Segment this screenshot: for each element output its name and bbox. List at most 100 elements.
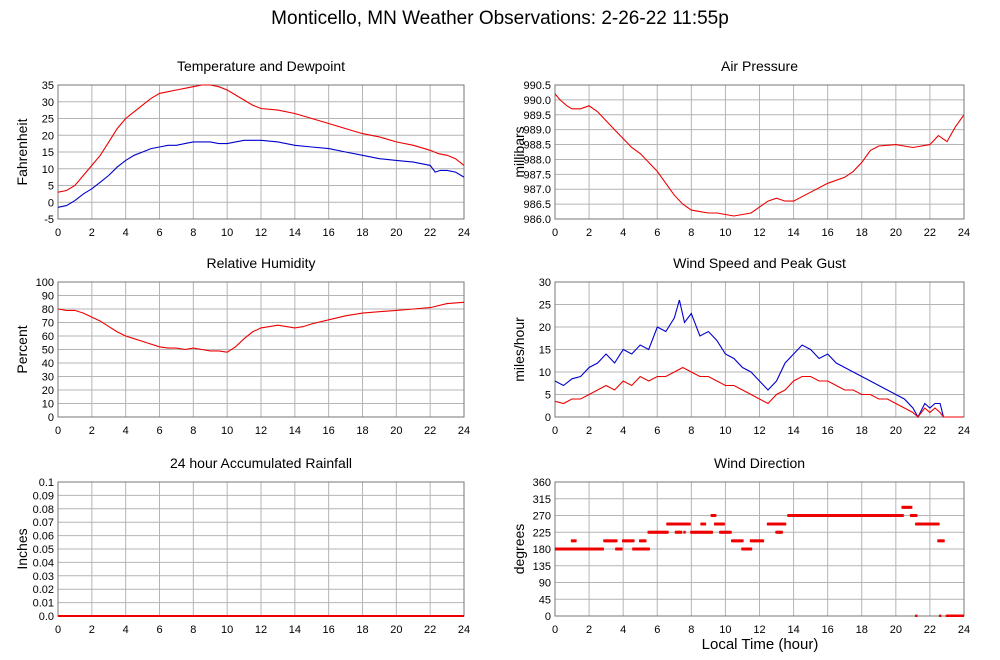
data-point bbox=[729, 530, 732, 534]
x-tick-label: 2 bbox=[89, 227, 95, 239]
y-tick-label: 10 bbox=[42, 164, 54, 176]
data-point bbox=[915, 514, 918, 517]
y-tick-label: 20 bbox=[42, 385, 54, 397]
data-point bbox=[761, 539, 765, 543]
x-tick-label: 8 bbox=[688, 425, 694, 437]
y-tick-label: 988.0 bbox=[523, 154, 551, 166]
x-tick-label: 16 bbox=[822, 425, 834, 437]
x-tick-label: 16 bbox=[323, 227, 335, 239]
x-tick-label: 0 bbox=[55, 425, 61, 437]
y-tick-label: 40 bbox=[42, 358, 54, 370]
y-tick-label: 0 bbox=[48, 412, 54, 424]
chart-temperature: Temperature and DewpointFahrenheit-50510… bbox=[14, 58, 470, 239]
x-tick-label: 20 bbox=[390, 227, 402, 239]
x-tick-label: 2 bbox=[89, 624, 95, 636]
y-tick-label: 10 bbox=[539, 367, 551, 379]
x-tick-label: 16 bbox=[323, 425, 335, 437]
chart-title: 24 hour Accumulated Rainfall bbox=[170, 455, 352, 471]
x-tick-label: 22 bbox=[924, 624, 936, 636]
x-tick-label: 6 bbox=[654, 425, 660, 437]
y-tick-label: 0.0 bbox=[39, 611, 54, 623]
y-tick-label: 990.0 bbox=[523, 95, 551, 107]
y-tick-label: 0.01 bbox=[33, 598, 54, 610]
x-tick-label: 2 bbox=[89, 425, 95, 437]
y-tick-label: 987.0 bbox=[523, 184, 551, 196]
x-axis-label: Local Time (hour) bbox=[701, 636, 819, 653]
y-tick-label: 0 bbox=[545, 611, 551, 623]
x-tick-label: 18 bbox=[356, 624, 368, 636]
x-tick-label: 24 bbox=[458, 425, 470, 437]
y-tick-label: 0.02 bbox=[33, 584, 54, 596]
chart-title: Wind Direction bbox=[714, 455, 805, 471]
y-tick-label: 90 bbox=[539, 578, 551, 590]
x-tick-label: 22 bbox=[424, 624, 436, 636]
x-tick-label: 12 bbox=[753, 227, 765, 239]
y-tick-label: 35 bbox=[42, 80, 54, 92]
data-point bbox=[666, 530, 669, 534]
x-tick-label: 22 bbox=[424, 425, 436, 437]
x-tick-label: 10 bbox=[719, 425, 731, 437]
x-tick-label: 14 bbox=[289, 227, 301, 239]
y-tick-label: 80 bbox=[42, 304, 54, 316]
chart-title: Wind Speed and Peak Gust bbox=[673, 255, 846, 271]
data-point bbox=[620, 547, 623, 551]
x-tick-label: 6 bbox=[654, 227, 660, 239]
y-tick-label: 225 bbox=[533, 527, 551, 539]
data-point bbox=[915, 614, 918, 617]
series-line-0 bbox=[555, 93, 964, 217]
y-tick-label: 988.5 bbox=[523, 140, 551, 152]
chart-direction: Wind Directiondegrees0459013518022527031… bbox=[511, 455, 970, 636]
x-tick-label: 4 bbox=[620, 227, 626, 239]
y-tick-label: -5 bbox=[44, 214, 54, 226]
data-point bbox=[632, 539, 635, 543]
x-tick-label: 8 bbox=[190, 425, 196, 437]
x-tick-label: 2 bbox=[586, 624, 592, 636]
y-tick-label: 10 bbox=[42, 399, 54, 411]
data-point bbox=[962, 614, 964, 617]
x-tick-label: 6 bbox=[156, 624, 162, 636]
x-tick-label: 18 bbox=[356, 227, 368, 239]
y-tick-label: 30 bbox=[42, 372, 54, 384]
x-tick-label: 10 bbox=[221, 425, 233, 437]
chart-wind: Wind Speed and Peak Gust miles/hour 0 5 10 15… bbox=[511, 255, 970, 437]
y-tick-label: 989.5 bbox=[523, 110, 551, 122]
x-tick-label: 4 bbox=[123, 624, 129, 636]
y-tick-label: 30 bbox=[42, 97, 54, 109]
y-axis-label: Fahrenheit bbox=[14, 118, 30, 185]
data-point bbox=[647, 547, 650, 551]
series-line-0 bbox=[58, 84, 464, 193]
x-tick-label: 20 bbox=[890, 624, 902, 636]
x-tick-label: 8 bbox=[688, 624, 694, 636]
chart-rainfall: 24 hour Accumulated RainfallInches0.00.0… bbox=[14, 455, 470, 636]
x-tick-label: 10 bbox=[719, 227, 731, 239]
y-tick-label: 70 bbox=[42, 318, 54, 330]
x-tick-label: 4 bbox=[123, 227, 129, 239]
x-tick-label: 6 bbox=[156, 425, 162, 437]
series-line-0 bbox=[555, 299, 964, 418]
x-tick-label: 2 bbox=[586, 227, 592, 239]
data-point bbox=[574, 539, 577, 543]
x-tick-label: 22 bbox=[924, 227, 936, 239]
data-point bbox=[713, 514, 717, 517]
chart-title: Temperature and Dewpoint bbox=[177, 58, 345, 74]
x-tick-label: 12 bbox=[255, 425, 267, 437]
x-tick-label: 0 bbox=[552, 624, 558, 636]
x-tick-label: 10 bbox=[719, 624, 731, 636]
y-tick-label: 0.08 bbox=[33, 504, 54, 516]
plot-frame bbox=[554, 84, 965, 220]
data-point bbox=[783, 522, 787, 526]
x-tick-label: 22 bbox=[424, 227, 436, 239]
x-tick-label: 6 bbox=[156, 227, 162, 239]
y-tick-label: 270 bbox=[533, 511, 551, 523]
x-tick-label: 4 bbox=[123, 425, 129, 437]
x-tick-label: 4 bbox=[620, 624, 626, 636]
x-tick-label: 10 bbox=[221, 624, 233, 636]
y-tick-label: 20 bbox=[539, 322, 551, 334]
y-tick-label: 180 bbox=[533, 544, 551, 556]
y-tick-label: 100 bbox=[36, 277, 54, 289]
data-point bbox=[683, 530, 686, 534]
x-tick-label: 18 bbox=[856, 624, 868, 636]
x-tick-label: 12 bbox=[255, 227, 267, 239]
chart-title: Relative Humidity bbox=[207, 255, 316, 271]
